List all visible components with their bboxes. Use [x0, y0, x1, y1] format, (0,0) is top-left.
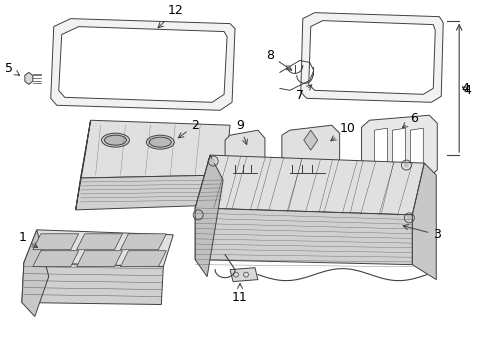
Ellipse shape [149, 137, 171, 147]
Polygon shape [22, 263, 163, 305]
Polygon shape [374, 128, 388, 167]
Polygon shape [282, 125, 340, 167]
Polygon shape [59, 27, 227, 102]
Polygon shape [33, 234, 78, 250]
Polygon shape [304, 130, 318, 150]
Polygon shape [195, 208, 413, 265]
Text: 8: 8 [266, 49, 292, 70]
Polygon shape [392, 128, 405, 167]
Text: 4: 4 [461, 82, 469, 95]
Text: 1: 1 [19, 231, 38, 248]
Polygon shape [75, 120, 91, 210]
Circle shape [404, 163, 409, 167]
Polygon shape [413, 163, 436, 280]
Ellipse shape [147, 135, 174, 149]
Text: 2: 2 [178, 119, 199, 138]
Polygon shape [25, 72, 33, 84]
Circle shape [211, 159, 216, 163]
Polygon shape [75, 175, 225, 210]
Polygon shape [230, 268, 258, 282]
Text: 4: 4 [463, 84, 471, 97]
Polygon shape [121, 251, 166, 267]
Text: 11: 11 [232, 283, 248, 304]
Text: 12: 12 [158, 4, 183, 28]
Text: 6: 6 [402, 112, 418, 128]
Text: 7: 7 [296, 85, 312, 102]
Polygon shape [76, 234, 122, 250]
Text: 5: 5 [5, 62, 20, 75]
Polygon shape [24, 230, 173, 267]
Polygon shape [301, 13, 443, 102]
Circle shape [196, 212, 201, 217]
Ellipse shape [104, 135, 126, 145]
Polygon shape [51, 19, 235, 110]
Polygon shape [121, 234, 166, 250]
Text: 3: 3 [403, 225, 441, 241]
Polygon shape [309, 21, 435, 94]
Polygon shape [76, 251, 122, 267]
Polygon shape [33, 251, 78, 267]
Ellipse shape [101, 133, 129, 147]
Text: 9: 9 [236, 119, 247, 144]
Polygon shape [362, 115, 437, 177]
Polygon shape [22, 230, 49, 316]
Polygon shape [195, 155, 223, 276]
Polygon shape [81, 120, 230, 178]
Polygon shape [195, 155, 424, 215]
Polygon shape [410, 128, 423, 167]
Polygon shape [225, 130, 265, 168]
Circle shape [407, 215, 412, 220]
Text: 10: 10 [331, 122, 356, 141]
